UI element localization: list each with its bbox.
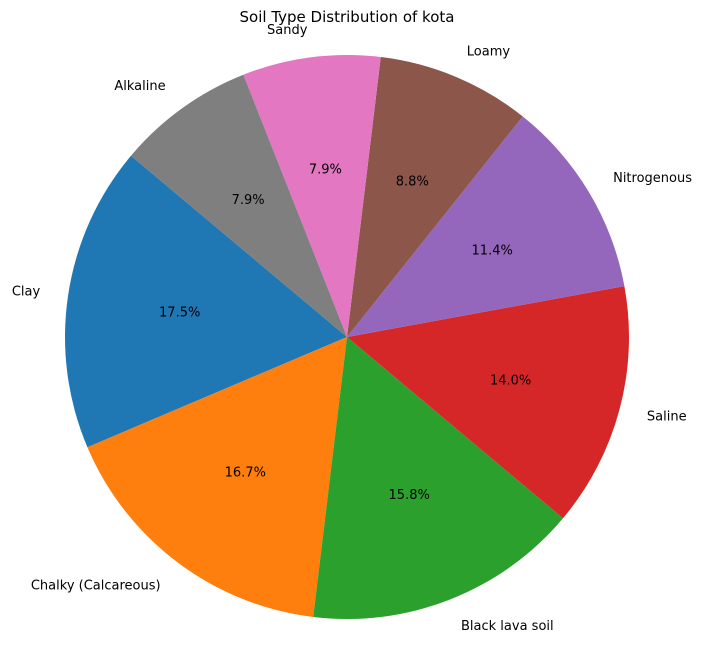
pie-label-nitrogenous: Nitrogenous [613,171,692,186]
chart-title: Soil Type Distribution of kota [240,8,455,26]
pie-percent-label: 8.8% [396,174,429,189]
pie-percent-label: 7.9% [232,193,265,208]
pie-slice-nitrogenous [347,116,625,338]
pie-label-clay: Clay [12,285,41,300]
pie-slice-clay [65,155,347,448]
pie-slice-sandy [243,54,381,337]
pie-slice-black-lava-soil [313,337,564,620]
pie-slice-loamy [347,57,523,337]
pie-category-labels: Clay Chalky (Calcareous) Black lava soil Sa… [12,23,692,634]
pie-percent-label: 17.5% [159,306,200,321]
pie-slice-saline [347,286,630,519]
pie-slices [65,54,630,620]
pie-label-saline: Saline [647,410,687,425]
pie-percent-labels: 17.5% 16.7% 15.8% 14.0% 11.4% 8.8% 7.9% 7.9% [159,163,531,503]
pie-percent-label: 14.0% [490,374,531,389]
pie-slice-chalky-calcareous [87,337,348,617]
pie-percent-label: 11.4% [472,244,513,259]
pie-slice-alkaline [130,74,347,337]
pie-label-alkaline: Alkaline [114,79,165,94]
pie-label-sandy: Sandy [267,23,308,38]
pie-percent-label: 15.8% [389,488,430,503]
pie-percent-label: 16.7% [225,466,266,481]
pie-label-loamy: Loamy [467,44,511,59]
pie-percent-label: 7.9% [309,163,342,178]
pie-label-chalky-calcareous: Chalky (Calcareous) [31,578,161,593]
pie-label-black-lava-soil: Black lava soil [461,619,554,634]
